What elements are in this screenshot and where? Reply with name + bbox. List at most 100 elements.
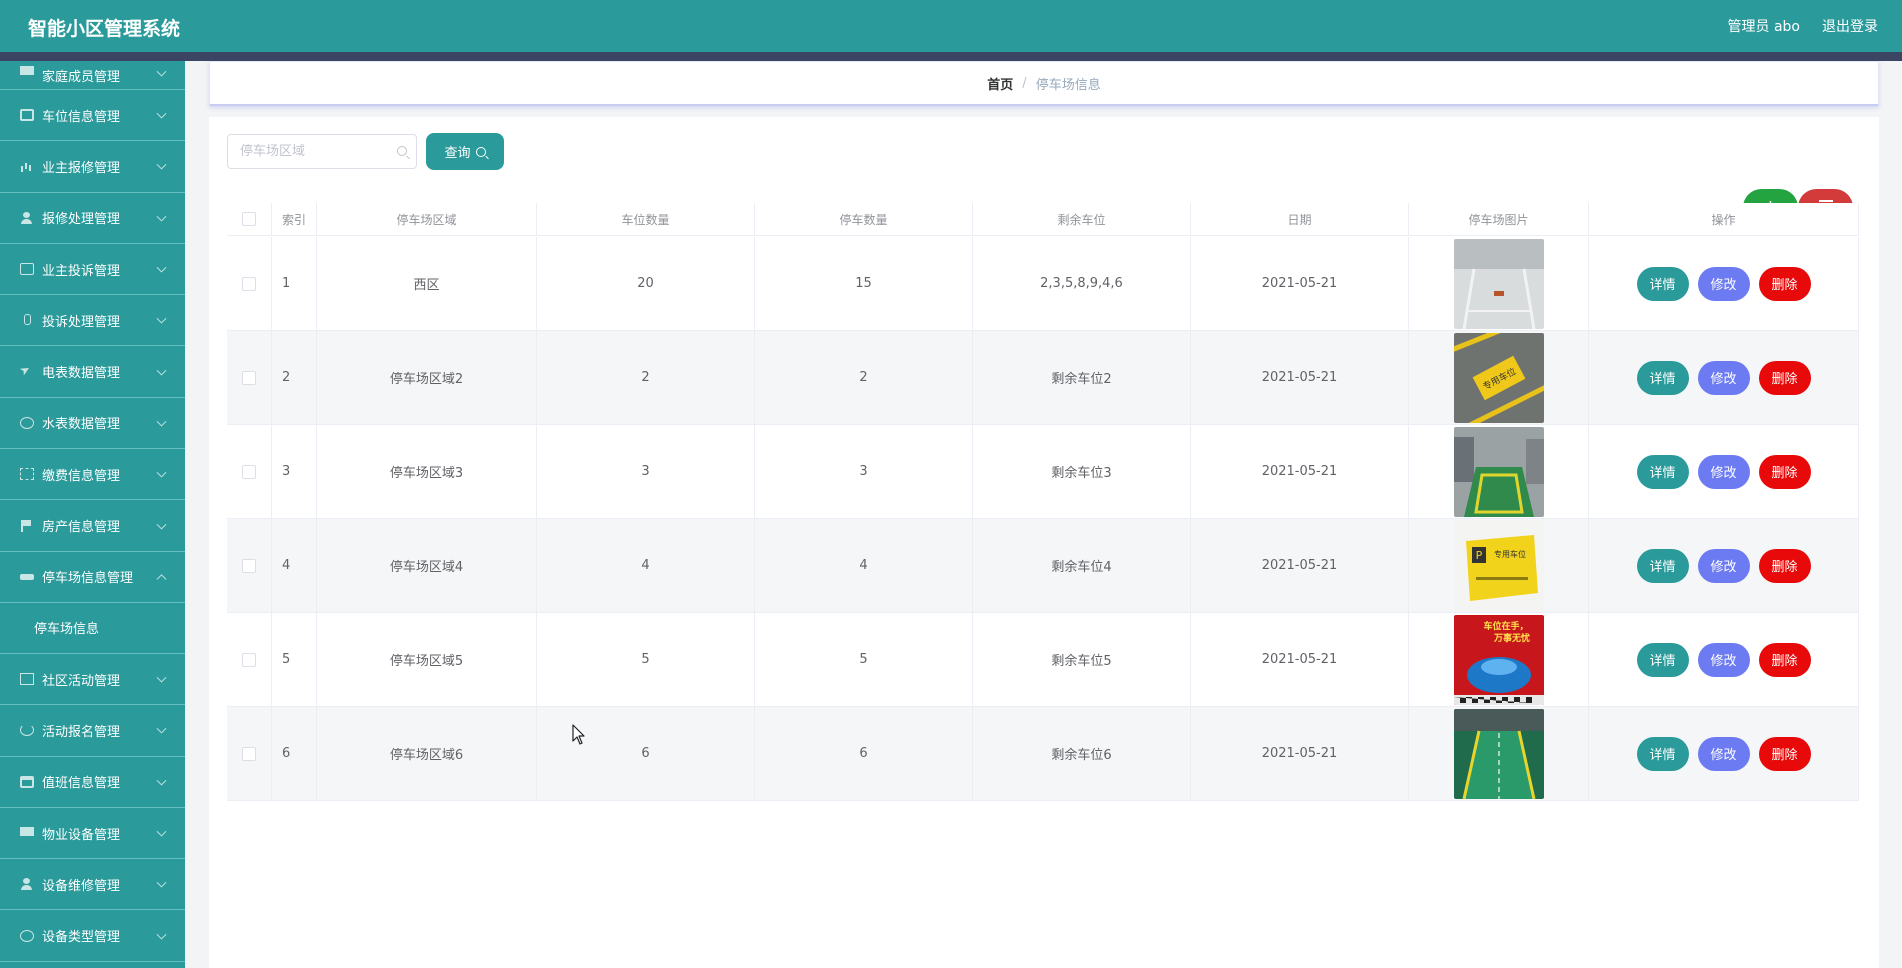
row-checkbox[interactable] bbox=[242, 652, 256, 667]
cell-actions: 详情 修改 删除 bbox=[1589, 237, 1859, 330]
sidebar-item-duty[interactable]: 值班信息管理 bbox=[0, 757, 185, 808]
delete-button[interactable]: 删除 bbox=[1758, 642, 1811, 677]
edit-button[interactable]: 修改 bbox=[1697, 454, 1750, 489]
sidebar-item-complaint[interactable]: 业主投诉管理 bbox=[0, 244, 185, 296]
logout-link[interactable]: 退出登录 bbox=[1822, 19, 1878, 35]
monitor-icon bbox=[20, 66, 34, 78]
top-strip bbox=[0, 52, 1902, 61]
parking-image[interactable]: P 专用车位 bbox=[1453, 520, 1544, 611]
row-select-cell bbox=[227, 519, 272, 612]
cell-remaining: 剩余车位5 bbox=[973, 613, 1191, 706]
sidebar-item-label: 活动报名管理 bbox=[42, 724, 121, 740]
cell-parked: 15 bbox=[755, 237, 973, 330]
parking-image[interactable] bbox=[1453, 426, 1544, 517]
cell-remaining: 剩余车位4 bbox=[973, 519, 1191, 612]
bar-chart-icon bbox=[20, 160, 34, 173]
delete-button[interactable]: 删除 bbox=[1758, 454, 1811, 489]
search-input[interactable] bbox=[228, 135, 416, 168]
sidebar-item-electric-meter[interactable]: 电表数据管理 bbox=[0, 346, 185, 398]
mic-icon bbox=[20, 314, 34, 326]
cell-parked: 6 bbox=[755, 707, 973, 800]
sidebar-item-property[interactable]: 房产信息管理 bbox=[0, 500, 185, 552]
cell-index: 5 bbox=[272, 613, 317, 706]
parking-image[interactable]: 车位在手， 万事无忧 bbox=[1453, 614, 1544, 705]
svg-text:P: P bbox=[1475, 549, 1482, 562]
sidebar-item-family[interactable]: 家庭成员管理 bbox=[0, 61, 185, 90]
chevron-down-icon bbox=[156, 365, 167, 376]
detail-button[interactable]: 详情 bbox=[1636, 548, 1689, 583]
detail-button[interactable]: 详情 bbox=[1636, 454, 1689, 489]
user-name[interactable]: 管理员 abo bbox=[1727, 19, 1800, 35]
query-button-label: 查询 bbox=[444, 146, 471, 161]
search-icon bbox=[475, 146, 486, 157]
parking-image[interactable]: 专用车位 bbox=[1453, 332, 1544, 423]
row-checkbox[interactable] bbox=[242, 370, 256, 385]
delete-button[interactable]: 删除 bbox=[1758, 736, 1811, 771]
sidebar-item-repair-report[interactable]: 业主报修管理 bbox=[0, 141, 185, 193]
sidebar-item-label: 设备维修管理 bbox=[42, 878, 121, 894]
sidebar-item-label: 缴费信息管理 bbox=[42, 468, 121, 484]
edit-button[interactable]: 修改 bbox=[1697, 548, 1750, 583]
cell-area: 停车场区域5 bbox=[317, 613, 537, 706]
cell-area: 西区 bbox=[317, 237, 537, 330]
edit-button[interactable]: 修改 bbox=[1697, 736, 1750, 771]
sidebar-item-repair-handle[interactable]: 报修处理管理 bbox=[0, 193, 185, 244]
delete-button[interactable]: 删除 bbox=[1758, 360, 1811, 395]
sidebar-item-payment[interactable]: 缴费信息管理 bbox=[0, 449, 185, 501]
cell-index: 4 bbox=[272, 519, 317, 612]
sidebar-item-complaint-handle[interactable]: 投诉处理管理 bbox=[0, 295, 185, 347]
breadcrumb-current: 停车场信息 bbox=[1035, 77, 1101, 93]
search-box bbox=[227, 134, 417, 169]
chat-icon bbox=[20, 263, 34, 276]
cell-date: 2021-05-21 bbox=[1191, 519, 1409, 612]
chevron-down-icon bbox=[156, 313, 167, 324]
chevron-down-icon bbox=[156, 775, 167, 786]
row-checkbox[interactable] bbox=[242, 746, 256, 761]
cell-parked: 2 bbox=[755, 331, 973, 424]
sidebar-item-parking-space[interactable]: 车位信息管理 bbox=[0, 90, 185, 142]
sidebar-item-community-activity[interactable]: 社区活动管理 bbox=[0, 654, 185, 706]
delete-button[interactable]: 删除 bbox=[1758, 266, 1811, 301]
sidebar: 家庭成员管理 车位信息管理 业主报修管理 报修处理管理 业主投诉管理 投诉处理管… bbox=[0, 61, 185, 968]
image-slogan-bottom: 万事无忧 bbox=[1492, 632, 1529, 644]
detail-button[interactable]: 详情 bbox=[1636, 266, 1689, 301]
sidebar-item-label: 停车场信息管理 bbox=[42, 571, 134, 587]
sidebar-item-equipment-repair[interactable]: 设备维修管理 bbox=[0, 859, 185, 911]
edit-button[interactable]: 修改 bbox=[1697, 642, 1750, 677]
column-header: 停车场图片 bbox=[1409, 203, 1589, 235]
edit-button[interactable]: 修改 bbox=[1697, 360, 1750, 395]
row-checkbox[interactable] bbox=[242, 464, 256, 479]
sidebar-item-parking-lot[interactable]: 停车场信息管理 bbox=[0, 552, 185, 603]
cell-area: 停车场区域3 bbox=[317, 425, 537, 518]
main-panel: 查询 + 索引 停车场区域 车位数量 停车数量 剩余车位 日期 停车场图片 操作… bbox=[209, 117, 1879, 968]
sidebar-item-equipment[interactable]: 物业设备管理 bbox=[0, 808, 185, 860]
parking-image[interactable] bbox=[1453, 238, 1544, 329]
cell-image bbox=[1409, 237, 1589, 330]
chevron-down-icon bbox=[156, 672, 167, 683]
delete-button[interactable]: 删除 bbox=[1758, 548, 1811, 583]
sidebar-item-label: 房产信息管理 bbox=[42, 520, 121, 536]
row-checkbox[interactable] bbox=[242, 276, 256, 291]
select-all-checkbox[interactable] bbox=[242, 212, 256, 226]
image-slogan-top: 车位在手， bbox=[1483, 620, 1528, 632]
detail-button[interactable]: 详情 bbox=[1636, 360, 1689, 395]
parking-image[interactable] bbox=[1453, 708, 1544, 799]
chevron-down-icon bbox=[156, 467, 167, 478]
sidebar-item-activity-signup[interactable]: 活动报名管理 bbox=[0, 705, 185, 757]
sidebar-subitem-parking-info[interactable]: 停车场信息 bbox=[0, 603, 185, 654]
sidebar-item-equipment-type[interactable]: 设备类型管理 bbox=[0, 910, 185, 962]
detail-button[interactable]: 详情 bbox=[1636, 736, 1689, 771]
cell-spaces: 5 bbox=[537, 613, 755, 706]
cell-actions: 详情 修改 删除 bbox=[1589, 425, 1859, 518]
power-icon bbox=[20, 724, 34, 737]
sidebar-item-water-meter[interactable]: 水表数据管理 bbox=[0, 398, 185, 450]
cell-image bbox=[1409, 707, 1589, 800]
detail-button[interactable]: 详情 bbox=[1636, 642, 1689, 677]
row-checkbox[interactable] bbox=[242, 558, 256, 573]
query-button[interactable]: 查询 bbox=[426, 133, 504, 170]
user-area: 管理员 abo 退出登录 bbox=[1728, 16, 1878, 36]
cell-remaining: 剩余车位3 bbox=[973, 425, 1191, 518]
breadcrumb-home[interactable]: 首页 bbox=[987, 77, 1014, 93]
monitor-icon bbox=[20, 827, 34, 839]
edit-button[interactable]: 修改 bbox=[1697, 266, 1750, 301]
